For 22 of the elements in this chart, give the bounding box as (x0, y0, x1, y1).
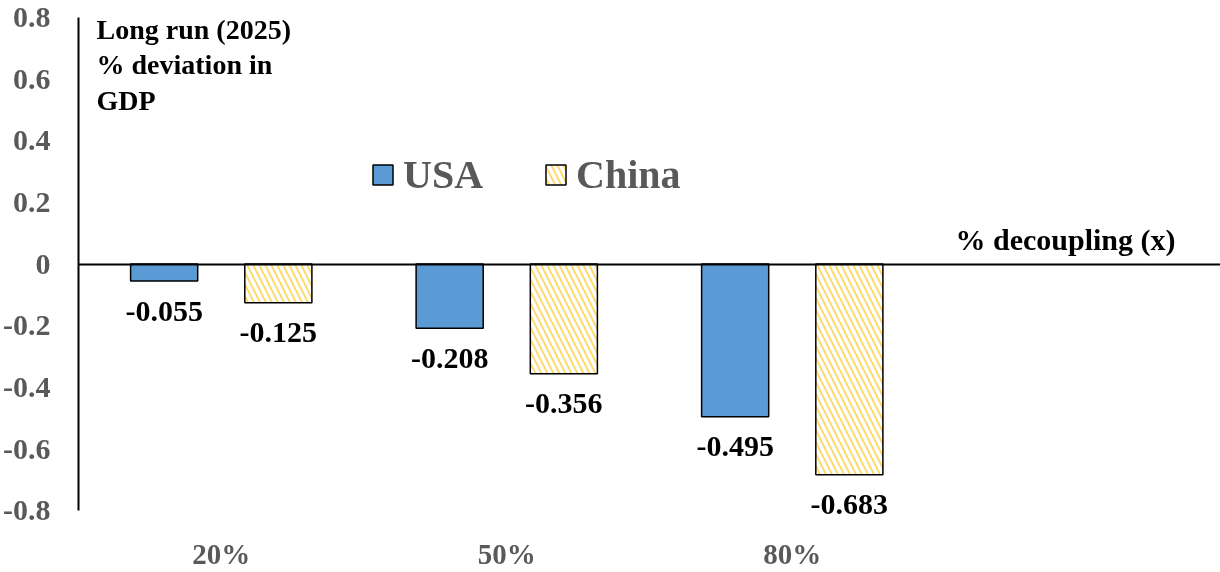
data-label: -0.683 (810, 487, 889, 521)
y-tick-label: -0.6 (3, 431, 51, 465)
data-label: -0.356 (525, 386, 603, 420)
data-label: -0.125 (239, 315, 318, 349)
legend-label: USA (403, 151, 484, 198)
y-axis-title: Long run (2025) % deviation in GDP (96, 13, 291, 116)
x-tick-label: 20% (192, 537, 251, 570)
x-tick-label: 50% (477, 537, 536, 570)
y-tick-label: -0.2 (3, 308, 51, 342)
y-tick-label: 0.6 (13, 61, 51, 95)
data-label: -0.208 (410, 340, 489, 374)
data-label: -0.055 (125, 293, 203, 327)
y-tick-label: -0.4 (3, 369, 51, 403)
legend-label: China (576, 151, 681, 198)
y-tick-label: 0.4 (13, 123, 51, 157)
x-axis-title: % decoupling (x) (955, 223, 1176, 258)
y-tick-label: 0 (35, 246, 51, 280)
y-tick-label: 0.2 (13, 184, 51, 218)
data-label: -0.495 (696, 429, 774, 463)
y-tick-label: 0.8 (13, 0, 51, 33)
x-tick-label: 80% (763, 537, 822, 570)
y-tick-label: -0.8 (3, 493, 51, 527)
